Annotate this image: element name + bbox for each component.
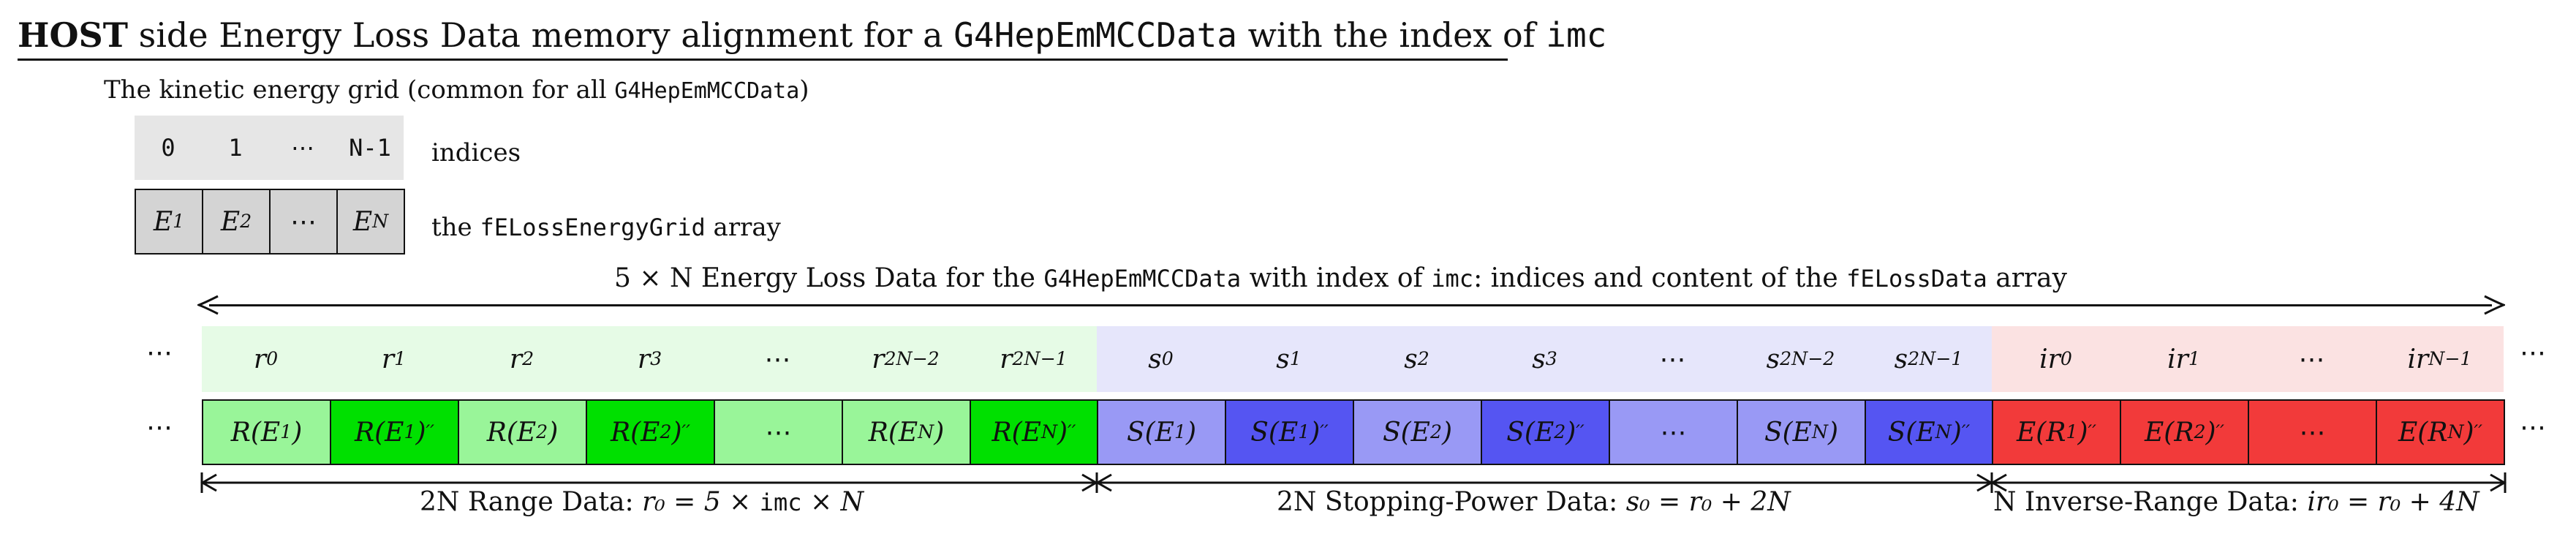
index-s-2n-2: s 2N−2	[1766, 344, 1835, 374]
range-label-math: r₀ = 5 ×	[642, 487, 760, 517]
content-leading-dots: ⋯	[146, 412, 173, 442]
grid-cell-dots: ⋯	[269, 189, 338, 255]
title-underline	[18, 59, 1508, 61]
index-r-2n-2: r 2N−2	[872, 344, 940, 374]
index-trailing-dots: ⋯	[2520, 338, 2546, 368]
main-caption-code3: fELossData	[1846, 265, 1987, 293]
kinetic-grid-title: The kinetic energy grid (common for all …	[104, 73, 809, 108]
sp-label-math: s₀ = r₀ + 2N	[1625, 487, 1791, 517]
cell-ir-dots: ⋯	[2248, 399, 2377, 465]
sp-section-label: 2N Stopping-Power Data: s₀ = r₀ + 2N	[1277, 486, 1791, 519]
energy-grid-indices-row: 0 1 ⋯ N-1	[135, 116, 404, 180]
total-span-arrow-line	[209, 304, 2492, 306]
index-s-2n-1: s 2N−1	[1894, 344, 1963, 374]
index-s-dots: ⋯	[1659, 344, 1686, 374]
arrow-right-icon	[2484, 295, 2505, 315]
cell-sp-dots: ⋯	[1609, 399, 1738, 465]
cell-sp-e1: S(E 1)	[1097, 399, 1226, 465]
range-section-label: 2N Range Data: r₀ = 5 × imc × N	[420, 486, 864, 519]
energy-grid-array-label: the fELossEnergyGrid array	[431, 211, 781, 244]
kinetic-title-end: )	[799, 75, 809, 105]
grid-index-0: 0	[161, 134, 175, 162]
ir-section-label: N Inverse-Range Data: ir₀ = r₀ + 4N	[1993, 486, 2479, 519]
title-part1: side Energy Loss Data memory alignment f…	[127, 15, 954, 55]
cell-ir-r1-second-deriv: E(R 1) ′′	[1992, 399, 2121, 465]
range-label-code: imc	[759, 489, 802, 516]
ir-index-band	[1992, 326, 2504, 392]
main-caption-post: array	[1987, 263, 2067, 293]
main-caption-mid2: : indices and content of the	[1473, 263, 1847, 293]
index-ir1: ir 1	[2167, 344, 2200, 374]
cell-sp-e1-second-deriv: S(E 1) ′′	[1225, 399, 1354, 465]
main-caption-mid: with index of	[1241, 263, 1432, 293]
index-ir-dots: ⋯	[2298, 344, 2325, 374]
range-label-post: × N	[801, 487, 864, 517]
index-r-dots: ⋯	[764, 344, 791, 374]
ir-label-math: ir₀ = r₀ + 4N	[2307, 487, 2479, 517]
cell-sp-e2-second-deriv: S(E 2) ′′	[1481, 399, 1610, 465]
section-arrows	[200, 472, 2507, 493]
ir-label-pre: N Inverse-Range Data:	[1993, 487, 2308, 517]
grid-index-1: 1	[228, 134, 243, 162]
cell-sp-e2: S(E 2)	[1353, 399, 1482, 465]
array-label-code: fELossEnergyGrid	[480, 214, 706, 241]
cell-ir-rn-second-deriv: E(R N) ′′	[2376, 399, 2505, 465]
title-code2: imc	[1546, 15, 1607, 55]
cell-range-e2-second-deriv: R(E 2) ′′	[586, 399, 715, 465]
title-bold: HOST	[18, 15, 128, 55]
cell-range-en-second-deriv: R(E N) ′′	[970, 399, 1098, 465]
range-index-band	[202, 326, 1097, 392]
cell-ir-r2-second-deriv: E(R 2) ′′	[2120, 399, 2249, 465]
grid-index-dots: ⋯	[291, 134, 314, 162]
range-label-pre: 2N Range Data:	[420, 487, 643, 517]
index-leading-dots: ⋯	[146, 338, 173, 368]
sp-index-band	[1097, 326, 1992, 392]
index-r-2n-1: r 2N−1	[1000, 344, 1068, 374]
cell-range-en: R(E N)	[842, 399, 971, 465]
main-caption-code1: G4HepEmMCCData	[1043, 265, 1242, 293]
cell-sp-en: S(E N)	[1737, 399, 1866, 465]
array-label-pre: the	[431, 213, 480, 242]
cell-range-e2: R(E 2)	[458, 399, 587, 465]
cell-range-e1: R(E 1)	[202, 399, 331, 465]
sp-label-pre: 2N Stopping-Power Data:	[1277, 487, 1626, 517]
kinetic-title-text: The kinetic energy grid (common for all	[104, 75, 615, 105]
cell-sp-en-second-deriv: S(E N) ′′	[1865, 399, 1993, 465]
array-label-post: array	[705, 213, 781, 242]
title-code1: G4HepEmMCCData	[953, 15, 1237, 55]
index-ir-n-1: ir N−1	[2407, 344, 2472, 374]
content-trailing-dots: ⋯	[2520, 412, 2546, 442]
diagram-title: HOST side Energy Loss Data memory alignm…	[18, 13, 1606, 57]
main-caption-pre: 5 × N Energy Loss Data for the	[614, 263, 1044, 293]
cell-range-e1-second-deriv: R(E 1) ′′	[330, 399, 459, 465]
title-part2: with the index of	[1236, 15, 1546, 55]
indices-label: indices	[431, 138, 521, 167]
grid-index-last: N-1	[349, 134, 391, 162]
main-caption-code2: imc	[1431, 265, 1474, 293]
main-caption: 5 × N Energy Loss Data for the G4HepEmMC…	[614, 262, 2067, 295]
arrow-left-icon	[197, 295, 219, 315]
cell-range-dots: ⋯	[714, 399, 843, 465]
index-ir0: ir 0	[2039, 344, 2072, 374]
kinetic-title-code: G4HepEmMCCData	[614, 78, 800, 104]
